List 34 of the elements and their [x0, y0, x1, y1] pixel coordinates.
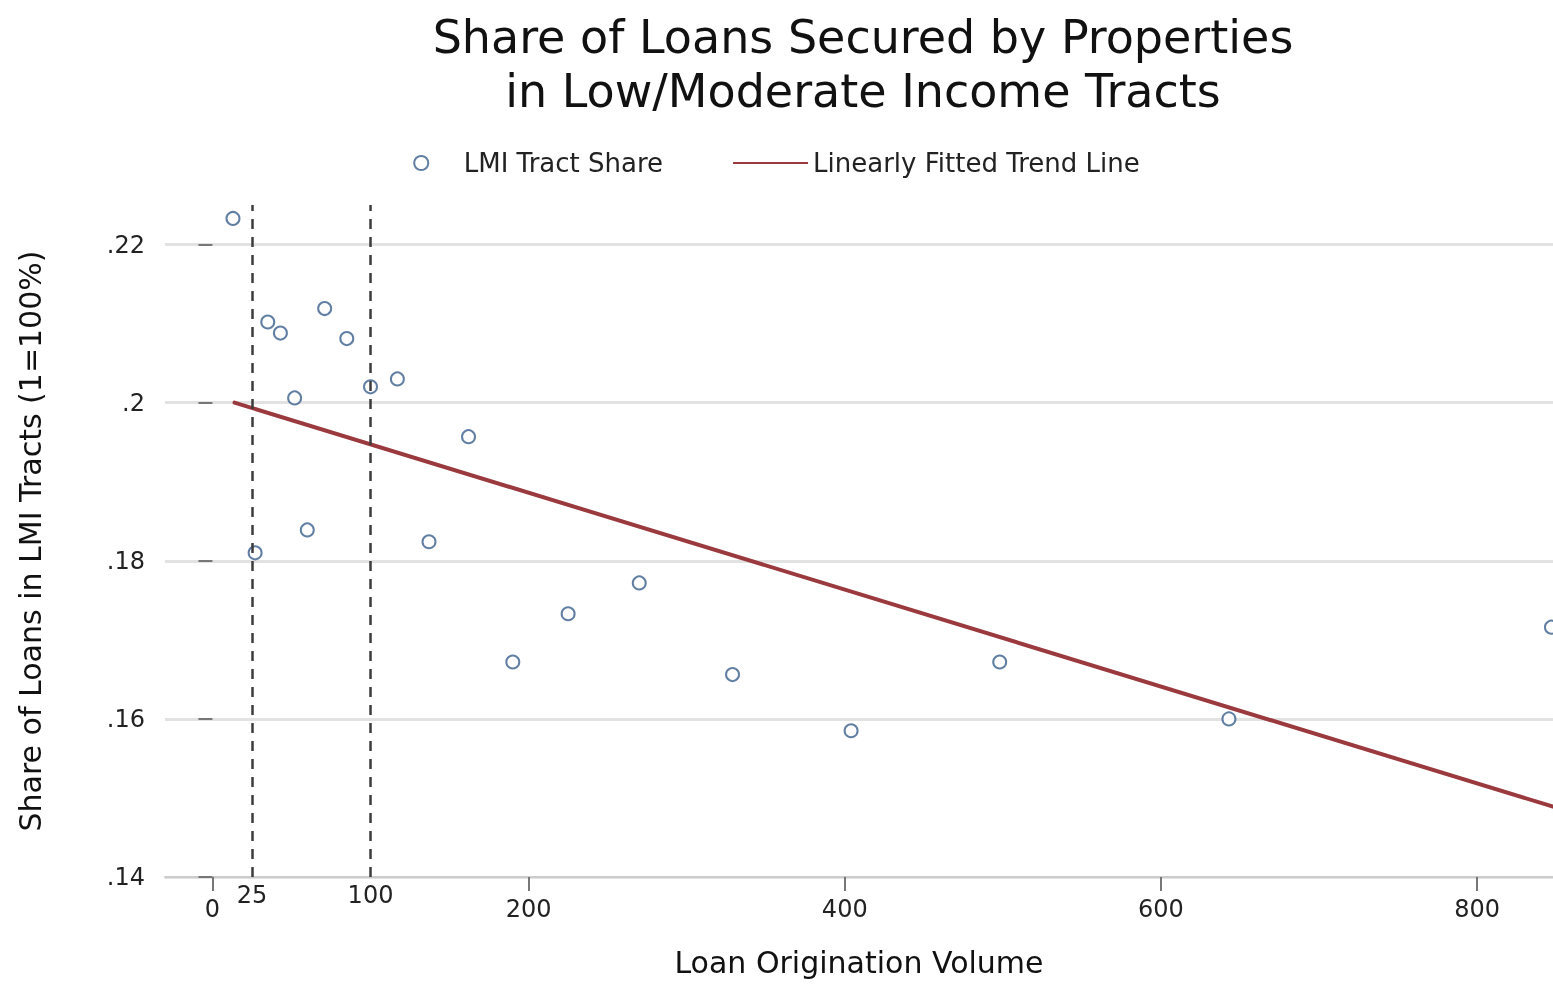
x-tick-label: 600: [1138, 895, 1184, 923]
ref-line-label: 100: [347, 881, 394, 909]
y-axis-title: Share of Loans in LMI Tracts (1=100%): [12, 250, 48, 832]
legend-label: LMI Tract Share: [463, 148, 664, 178]
y-tick-label: .22: [106, 230, 145, 259]
point: [317, 301, 333, 317]
point: [299, 522, 315, 538]
y-tick-label: .14: [106, 863, 145, 891]
ref-line-label: 25: [236, 881, 268, 909]
point: [560, 606, 576, 622]
point: [260, 314, 276, 330]
x-tick-label: 400: [821, 895, 868, 923]
point: [287, 390, 303, 406]
x-tick-label: 200: [505, 895, 552, 923]
point: [421, 534, 437, 550]
y-tick-label: .18: [106, 546, 145, 575]
point: [339, 331, 355, 347]
x-axis-title: Loan Origination Volume: [674, 944, 1044, 980]
y-tick-label: .2: [122, 388, 145, 417]
point: [505, 654, 521, 670]
chart-title: Share of Loans Secured by Properties in Low/Moderate Income Tracts: [432, 10, 1294, 118]
point: [389, 371, 405, 387]
point: [461, 429, 477, 445]
point: [725, 667, 741, 683]
x-tick-label: 0: [204, 895, 221, 923]
legend-label: Linearly Fitted Trend Line: [813, 148, 1140, 178]
point: [992, 654, 1008, 670]
point: [272, 325, 288, 341]
point: [1221, 711, 1237, 727]
point: [631, 575, 647, 591]
x-tick-label: 800: [1454, 895, 1501, 923]
point: [843, 723, 859, 739]
point: [225, 210, 241, 226]
y-tick-label: .16: [106, 704, 145, 733]
